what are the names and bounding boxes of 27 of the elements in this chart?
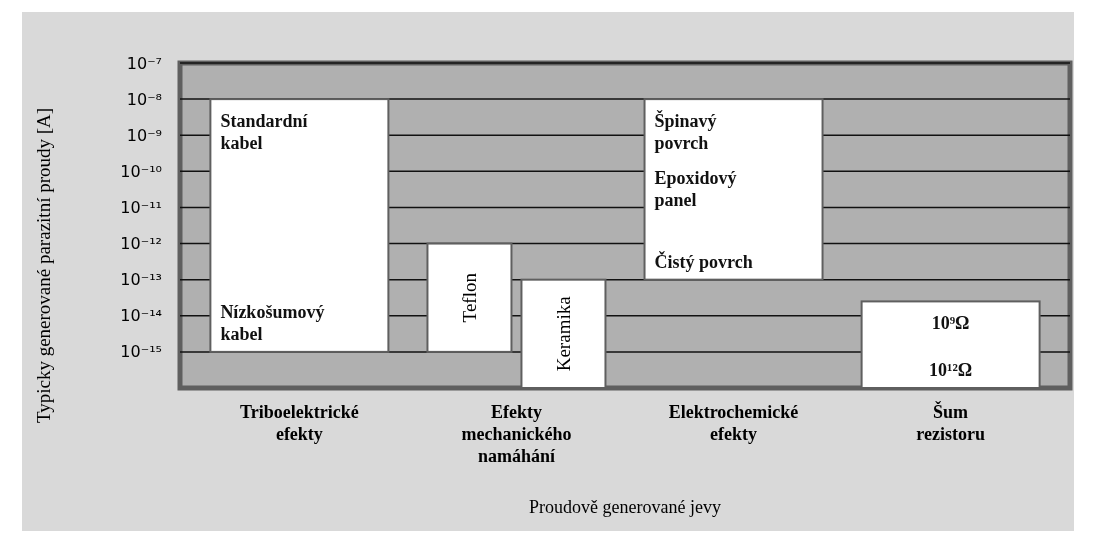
- y-tick-label: 10⁻¹²: [120, 234, 162, 254]
- y-axis-title: Typicky generované parazitní proudy [A]: [33, 107, 54, 424]
- annotation: Standardní kabel: [220, 111, 309, 154]
- y-tick-label: 10⁻⁹: [126, 125, 162, 145]
- y-tick-label: 10⁻⁷: [126, 53, 162, 73]
- x-tick-label: Elektrochemické efekty: [668, 402, 799, 444]
- bar: [426, 242, 513, 353]
- y-tick-label: 10⁻¹⁰: [120, 161, 162, 181]
- series-label: Teflon: [458, 272, 480, 323]
- x-tick-label: Triboelektrické efekty: [240, 402, 359, 444]
- annotation: Špinavý povrch: [654, 110, 717, 154]
- y-tick-label: 10⁻⁸: [126, 89, 162, 109]
- y-tick-label: 10⁻¹⁵: [120, 342, 162, 362]
- x-tick-label: Efekty mechanického namáhání: [461, 402, 572, 466]
- y-tick-label: 10⁻¹⁴: [120, 306, 162, 326]
- bar: [209, 98, 390, 353]
- x-tick-label: Šum rezistoru: [916, 401, 985, 444]
- annotation: Čistý povrch: [654, 250, 753, 272]
- x-axis-title: Proudově generované jevy: [529, 497, 721, 517]
- y-tick-label: 10⁻¹³: [120, 270, 162, 290]
- bar: [643, 98, 824, 281]
- annotation: Epoxidový panel: [654, 168, 737, 211]
- annotation: 10¹²Ω: [929, 360, 973, 380]
- annotation: Nízkošumový kabel: [220, 301, 325, 344]
- annotation: 10⁹Ω: [931, 313, 970, 334]
- y-tick-label: 10⁻¹¹: [120, 197, 162, 217]
- series-label: Keramika: [552, 295, 574, 372]
